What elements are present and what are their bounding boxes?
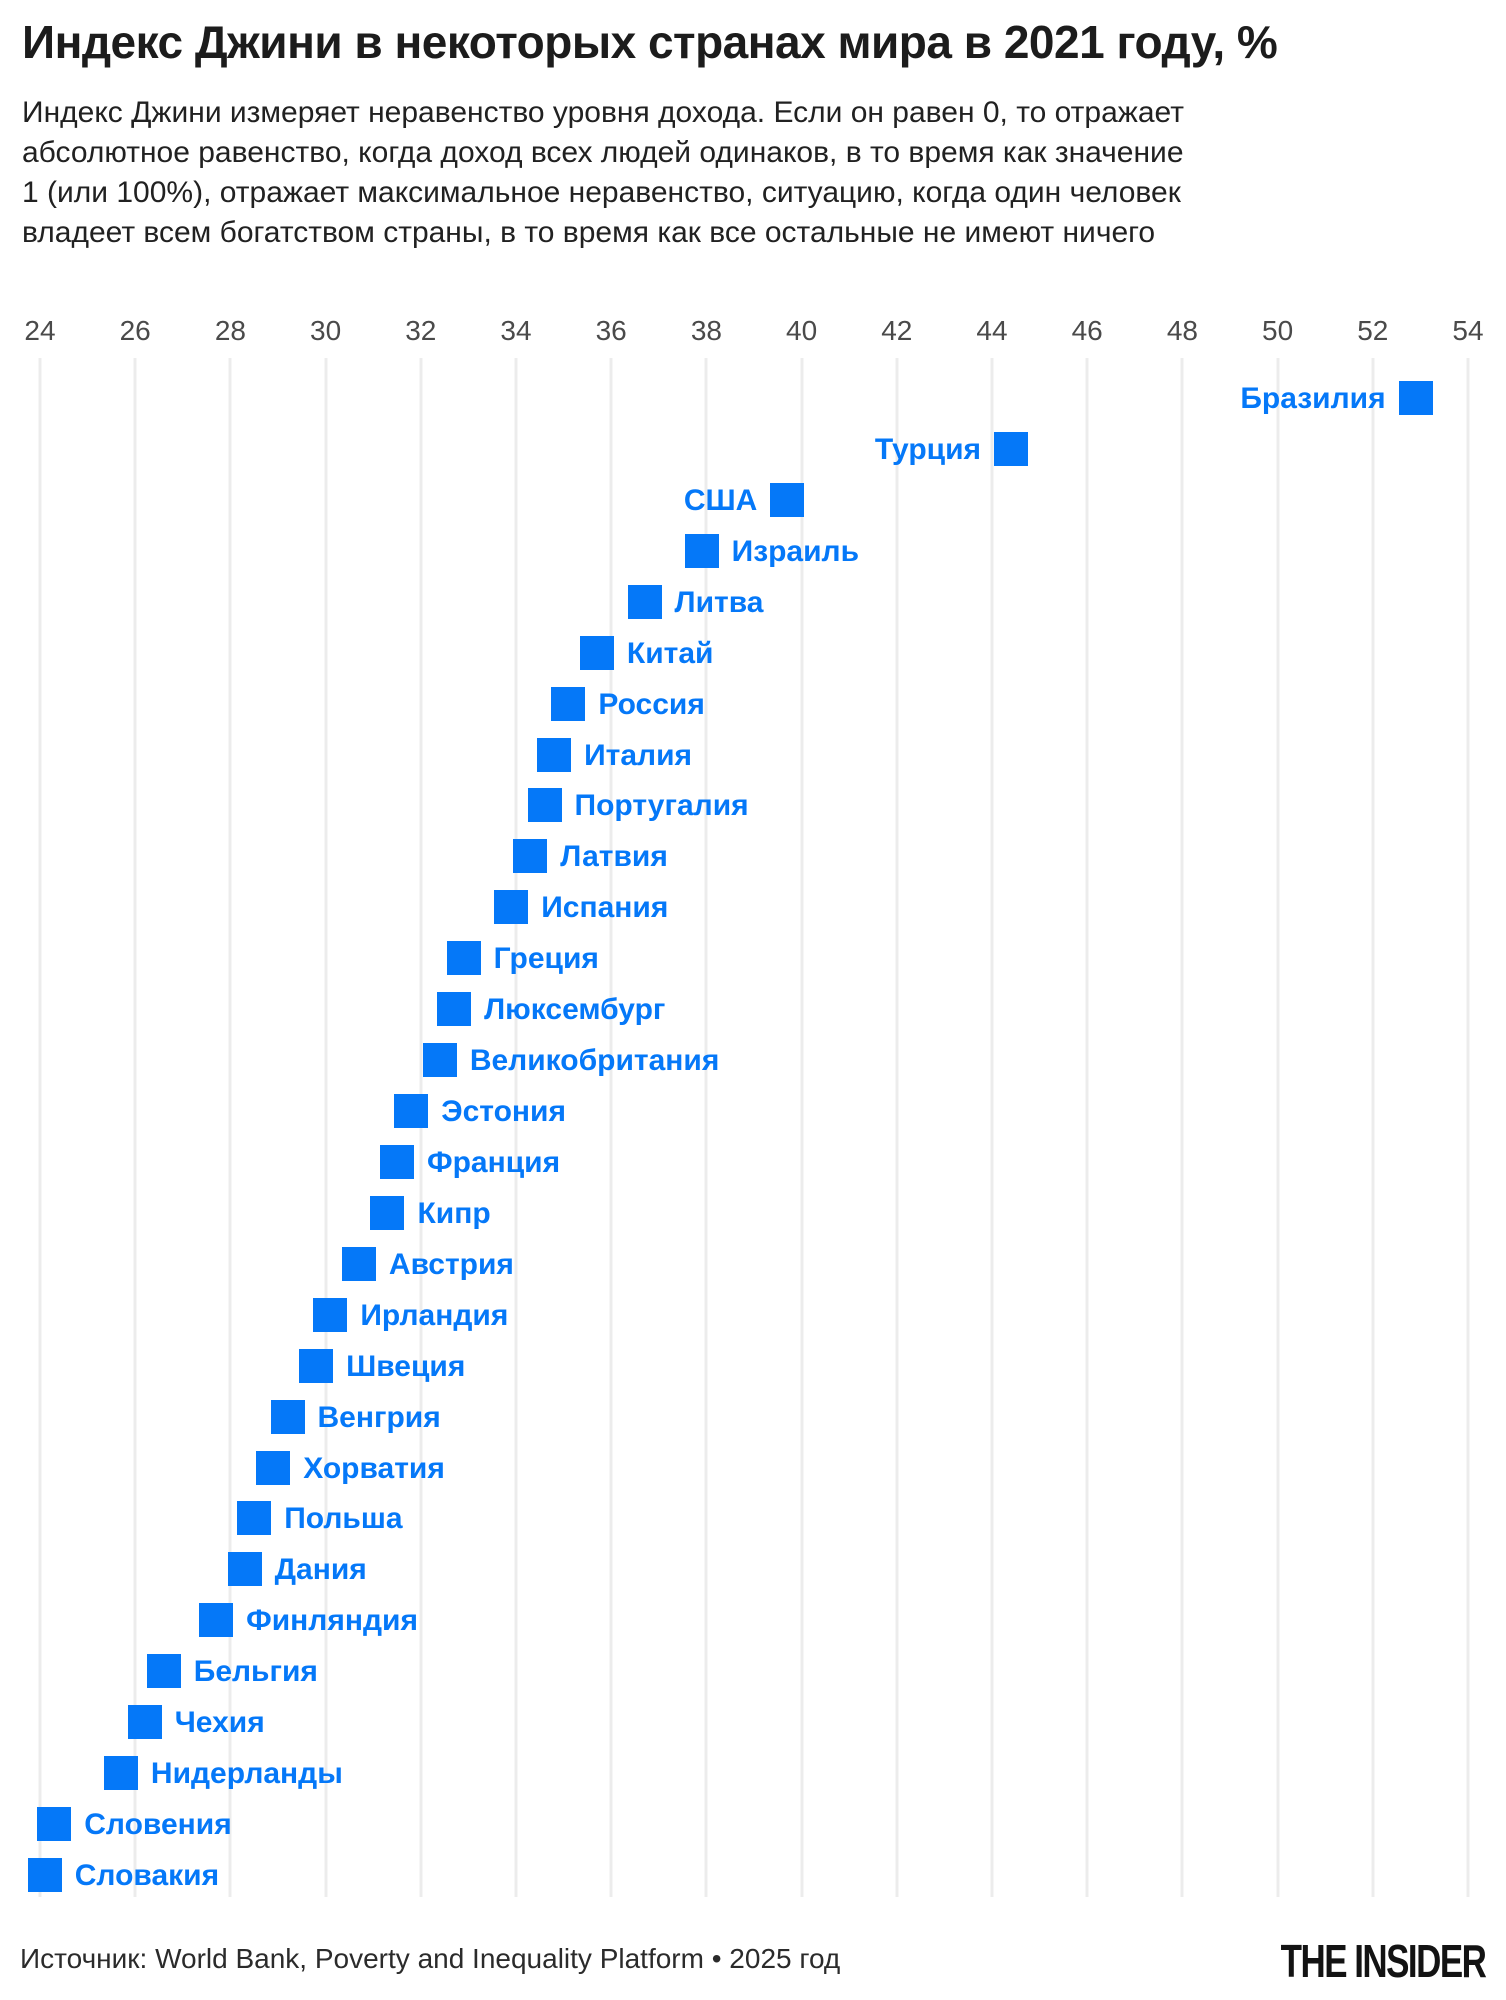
page-title: Индекс Джини в некоторых странах мира в … bbox=[22, 16, 1278, 68]
data-point bbox=[103, 1756, 138, 1791]
x-axis-tick-label: 50 bbox=[1262, 315, 1294, 346]
country-label: Дания bbox=[274, 1553, 367, 1587]
gridline bbox=[38, 358, 42, 1897]
data-point bbox=[627, 584, 662, 619]
country-label: Латвия bbox=[560, 840, 668, 874]
country-label: Польша bbox=[284, 1502, 403, 1536]
country-label: Кипр bbox=[417, 1196, 491, 1230]
data-point bbox=[199, 1603, 234, 1638]
x-axis-tick-label: 48 bbox=[1166, 315, 1198, 346]
country-label: Бразилия bbox=[1240, 382, 1386, 415]
country-label: Ирландия bbox=[360, 1298, 509, 1332]
country-label: Австрия bbox=[388, 1247, 514, 1281]
gridline bbox=[895, 358, 899, 1897]
gridline bbox=[324, 358, 328, 1897]
data-point bbox=[256, 1450, 291, 1485]
data-point bbox=[494, 890, 529, 925]
x-axis-tick-label: 34 bbox=[500, 315, 532, 346]
x-axis-tick-label: 46 bbox=[1071, 315, 1103, 346]
data-point bbox=[127, 1705, 162, 1740]
country-label: Бельгия bbox=[193, 1655, 318, 1689]
data-point bbox=[527, 788, 562, 823]
country-label: Израиль bbox=[731, 534, 860, 568]
country-label: Турция bbox=[874, 432, 982, 466]
the-insider-logo: THE INSIDER bbox=[1280, 1935, 1486, 1987]
data-point bbox=[770, 482, 805, 517]
gridline bbox=[1371, 358, 1375, 1897]
country-label: Франция bbox=[427, 1145, 561, 1179]
gridline bbox=[800, 358, 804, 1897]
data-point bbox=[299, 1348, 334, 1383]
data-point bbox=[422, 1043, 457, 1078]
gridline bbox=[1276, 358, 1280, 1897]
data-point bbox=[446, 941, 481, 976]
data-point bbox=[27, 1857, 62, 1892]
country-label: Греция bbox=[493, 942, 599, 976]
country-label: Словакия bbox=[74, 1858, 220, 1892]
data-point bbox=[551, 686, 586, 721]
data-point bbox=[270, 1399, 305, 1434]
data-point bbox=[237, 1501, 272, 1536]
gridline bbox=[514, 358, 518, 1897]
country-label: США bbox=[683, 483, 758, 517]
country-label: Испания bbox=[541, 891, 669, 925]
data-point bbox=[146, 1654, 181, 1689]
data-point bbox=[380, 1144, 414, 1179]
data-point bbox=[313, 1297, 348, 1332]
gridline bbox=[609, 358, 613, 1897]
x-axis-tick-label: 24 bbox=[24, 315, 56, 346]
country-label: Эстония bbox=[441, 1095, 566, 1129]
country-label: Великобритания bbox=[469, 1044, 720, 1078]
data-point bbox=[537, 737, 572, 772]
country-label: Швеция bbox=[346, 1349, 466, 1383]
country-label: Португалия bbox=[574, 789, 749, 823]
x-axis-tick-label: 26 bbox=[119, 315, 151, 346]
x-axis-tick-label: 44 bbox=[976, 315, 1008, 346]
country-label: Чехия bbox=[174, 1706, 265, 1740]
data-point bbox=[370, 1195, 405, 1230]
data-point bbox=[394, 1094, 429, 1129]
data-point bbox=[1398, 381, 1433, 415]
x-axis-tick-label: 36 bbox=[595, 315, 627, 346]
x-axis-tick-label: 32 bbox=[405, 315, 437, 346]
country-label: Хорватия bbox=[303, 1451, 445, 1485]
x-axis-tick-label: 38 bbox=[690, 315, 722, 346]
country-label: Нидерланды bbox=[150, 1757, 343, 1791]
data-point bbox=[227, 1552, 262, 1587]
data-point bbox=[994, 431, 1029, 466]
x-axis-tick-label: 54 bbox=[1452, 315, 1484, 346]
country-label: Италия bbox=[584, 738, 693, 772]
country-label: Литва bbox=[674, 585, 764, 619]
gridline bbox=[1085, 358, 1089, 1897]
x-axis-tick-label: 52 bbox=[1357, 315, 1389, 346]
data-point bbox=[513, 839, 548, 874]
x-axis-tick-label: 40 bbox=[786, 315, 818, 346]
chart-subtitle: Индекс Джини измеряет неравенство уровня… bbox=[22, 96, 1184, 249]
gridline bbox=[1180, 358, 1184, 1897]
data-point bbox=[341, 1246, 376, 1281]
source-note: Источник: World Bank, Poverty and Inequa… bbox=[20, 1943, 841, 1974]
country-label: Россия bbox=[598, 687, 705, 721]
x-axis-tick-label: 28 bbox=[214, 315, 246, 346]
country-label: Словения bbox=[84, 1808, 232, 1842]
data-point bbox=[437, 992, 472, 1027]
data-point bbox=[684, 533, 719, 568]
country-label: Финляндия bbox=[246, 1604, 418, 1638]
x-axis-tick-label: 30 bbox=[310, 315, 342, 346]
country-label: Китай bbox=[626, 636, 714, 670]
gridline bbox=[990, 358, 994, 1897]
gridline bbox=[1466, 358, 1470, 1897]
country-label: Люксембург bbox=[484, 993, 666, 1027]
data-point bbox=[37, 1807, 72, 1842]
data-point bbox=[579, 635, 614, 670]
gridline bbox=[228, 358, 232, 1897]
gridline bbox=[133, 358, 137, 1897]
x-axis-tick-label: 42 bbox=[881, 315, 913, 346]
gridline bbox=[704, 358, 708, 1897]
country-label: Венгрия bbox=[317, 1400, 441, 1434]
